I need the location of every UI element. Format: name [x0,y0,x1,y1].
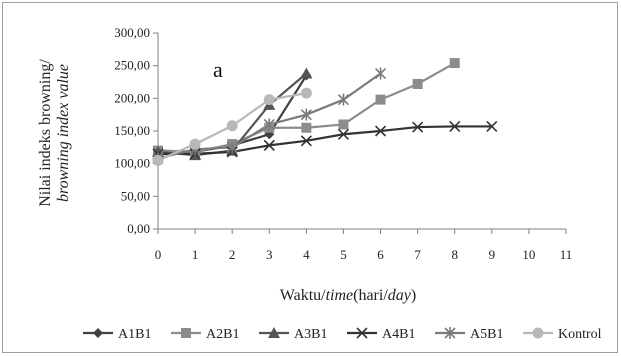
x-tick-label: 3 [266,247,273,262]
y-axis-title-line2: browning index value [55,64,72,202]
x-tick-label: 8 [451,247,458,262]
legend: A1B1 A2B1 A3B1 A4B1 A5B1 Kontrol [83,327,602,342]
data-point-kontrol [189,138,201,150]
data-point-a4b1 [263,139,275,151]
y-tick-label: 250,00 [114,58,150,73]
x-tick-label: 6 [377,247,384,262]
legend-label-a3b1: A3B1 [294,327,327,342]
data-point-a5b1 [263,118,275,131]
chart-frame [2,2,618,353]
x-tick-label: 10 [522,247,535,262]
data-point-a5b1 [300,108,312,121]
y-tick-label: 300,00 [114,25,150,40]
data-point-kontrol [300,87,312,99]
panel-annotation: a [213,57,223,82]
legend-label-a5b1: A5B1 [470,327,503,342]
y-tick-labels: 0,00 50,00 100,00 150,00 200,00 250,00 300,00 [114,25,150,236]
data-point-a5b1 [337,93,350,106]
axes [153,32,567,234]
legend-marker-a4b1 [356,327,368,339]
x-axis-title-part4: day [388,287,412,304]
y-tick-label: 0,00 [127,221,150,236]
data-point-a2b1 [301,122,312,133]
y-tick-label: 200,00 [114,90,150,105]
series-lines [157,62,492,162]
data-point-a4b1 [300,135,312,147]
x-axis-title: Waktu/time(hari/day) [280,287,416,304]
legend-marker-a2b1 [181,328,191,338]
data-point-a3b1 [152,145,164,157]
y-tick-label: 150,00 [114,123,150,138]
data-point-a2b1 [375,94,386,105]
y-tick-label: 50,00 [121,188,150,203]
legend-label-kontrol: Kontrol [558,327,602,342]
data-point-a4b1 [486,120,498,132]
legend-label-a1b1: A1B1 [118,327,151,342]
legend-marker-kontrol [532,327,544,339]
data-point-a3b1 [300,67,313,79]
x-tick-label: 9 [489,247,496,262]
x-tick-label: 11 [560,247,573,262]
series-line-a4b1 [158,125,492,155]
x-tick-label: 2 [229,247,236,262]
legend-label-a4b1: A4B1 [382,327,415,342]
data-point-a5b1 [374,67,387,80]
data-point-a2b1 [338,119,349,130]
data-point-a4b1 [374,125,387,137]
x-tick-label: 4 [303,247,310,262]
data-point-kontrol [152,154,164,166]
x-axis-title-part3: (hari/ [353,287,388,304]
x-axis-title-part5: ) [411,287,416,304]
x-tick-label: 7 [414,247,421,262]
data-point-a5b1 [226,141,238,154]
data-point-a2b1 [412,78,423,89]
legend-marker-a1b1 [93,328,103,338]
data-point-a4b1 [412,121,424,133]
series-markers [152,58,498,166]
legend-label-a2b1: A2B1 [206,327,239,342]
x-tick-label: 0 [155,247,162,262]
legend-marker-a5b1 [444,327,456,339]
data-point-kontrol [226,120,238,132]
data-point-a4b1 [337,128,350,140]
data-point-kontrol [263,94,275,106]
y-tick-label: 100,00 [114,156,150,171]
x-axis-title-part2: time [326,287,354,304]
legend-marker-a3b1 [268,327,280,338]
data-point-a4b1 [449,120,461,132]
y-axis-title-line1: Nilai indeks browning/ [37,59,54,207]
x-tick-label: 5 [340,247,347,262]
x-axis-title-part1: Waktu/ [280,287,326,304]
x-tick-label: 1 [192,247,199,262]
x-tick-labels: 0 1 2 3 4 5 6 7 8 9 10 11 [155,247,573,262]
data-point-a2b1 [449,58,460,69]
